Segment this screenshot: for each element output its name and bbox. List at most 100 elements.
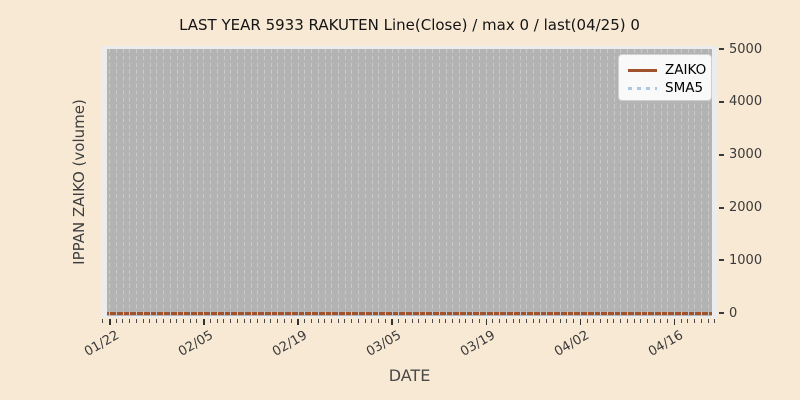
legend-label-zaiko: ZAIKO xyxy=(665,62,707,78)
gridline xyxy=(459,49,460,316)
x-tick-major xyxy=(109,319,111,325)
x-tick-minor xyxy=(236,319,238,323)
x-tick-minor xyxy=(438,319,440,323)
y-tick-label: 2000 xyxy=(729,200,763,216)
gridline xyxy=(472,49,474,316)
gridline xyxy=(311,49,313,316)
x-tick-major xyxy=(579,319,582,325)
x-tick-minor xyxy=(559,319,561,323)
x-tick-minor xyxy=(505,319,507,323)
gridline xyxy=(492,49,494,316)
x-tick-minor xyxy=(398,319,400,323)
x-tick-minor xyxy=(492,319,494,323)
gridline xyxy=(190,49,191,316)
x-tick-minor xyxy=(714,319,716,323)
gridline xyxy=(230,49,232,316)
gridline xyxy=(680,49,682,316)
gridline xyxy=(627,49,629,316)
x-tick-minor xyxy=(317,319,319,323)
gridline xyxy=(243,49,245,316)
gridline xyxy=(405,49,407,316)
x-tick-minor xyxy=(707,319,709,323)
x-tick-minor xyxy=(626,319,628,323)
x-tick-minor xyxy=(653,319,655,323)
gridline xyxy=(452,49,454,316)
gridline xyxy=(559,49,561,316)
gridline xyxy=(667,49,669,316)
x-tick-minor xyxy=(183,319,184,323)
plot-data-region xyxy=(107,49,712,316)
gridline xyxy=(546,49,548,316)
x-tick-major xyxy=(391,319,393,325)
gridline xyxy=(284,49,286,316)
zaiko-series-line xyxy=(107,312,712,315)
x-tick-minor xyxy=(525,319,527,323)
gridline xyxy=(351,49,353,316)
gridline xyxy=(203,49,205,316)
x-tick-minor xyxy=(593,319,595,323)
gridline xyxy=(438,49,440,316)
sma5-line-swatch-icon xyxy=(628,86,657,90)
x-tick-minor xyxy=(344,319,346,323)
gridline xyxy=(216,49,218,316)
gridline xyxy=(378,49,380,316)
gridline xyxy=(109,49,111,316)
x-tick-minor xyxy=(223,319,225,323)
gridline xyxy=(371,49,373,316)
gridline xyxy=(633,49,635,316)
x-tick-minor xyxy=(613,319,615,323)
gridline xyxy=(156,49,158,316)
gridline xyxy=(129,49,131,316)
x-tick-label: 04/16 xyxy=(646,328,687,360)
x-tick-minor xyxy=(142,319,144,323)
gridline xyxy=(580,49,582,316)
x-tick-minor xyxy=(452,319,453,323)
x-tick-minor xyxy=(310,319,312,323)
y-axis-label-text: IPPAN ZAIKO (volume) xyxy=(70,99,88,265)
gridline xyxy=(142,49,144,316)
x-tick-minor xyxy=(425,319,427,323)
y-tick-label: 0 xyxy=(729,305,738,321)
gridline xyxy=(432,49,434,316)
x-tick-minor xyxy=(384,319,386,323)
gridline xyxy=(290,49,292,316)
y-tick-label: 1000 xyxy=(729,252,763,268)
x-tick-minor xyxy=(499,319,501,323)
gridline xyxy=(237,49,239,316)
x-tick-minor xyxy=(324,319,326,323)
gridline xyxy=(707,49,709,316)
x-tick-minor xyxy=(633,319,635,323)
legend-label-sma5: SMA5 xyxy=(665,80,704,96)
x-tick-minor xyxy=(404,319,406,323)
gridline xyxy=(297,49,299,316)
gridline xyxy=(674,49,676,316)
gridline xyxy=(613,49,615,316)
gridline xyxy=(694,49,696,316)
x-tick-minor xyxy=(640,319,642,323)
x-tick-minor xyxy=(357,319,359,323)
x-tick-minor xyxy=(270,319,272,323)
gridline xyxy=(479,49,481,316)
x-tick-minor xyxy=(667,319,669,323)
gridline xyxy=(223,49,225,316)
x-tick-major xyxy=(203,319,205,325)
gridline xyxy=(660,49,662,316)
gridline xyxy=(620,49,622,316)
x-tick-minor xyxy=(283,319,285,323)
x-tick-minor xyxy=(647,319,649,323)
x-tick-minor xyxy=(606,319,608,323)
x-tick-minor xyxy=(243,319,245,323)
legend: ZAIKO SMA5 xyxy=(618,54,712,101)
gridline xyxy=(593,49,595,316)
x-tick-minor xyxy=(277,319,279,323)
x-tick-minor xyxy=(680,319,682,323)
x-tick-minor xyxy=(566,319,568,323)
x-tick-minor xyxy=(230,319,232,323)
chart-title: LAST YEAR 5933 RAKUTEN Line(Close) / max… xyxy=(179,16,640,34)
gridline xyxy=(640,49,642,316)
x-tick-minor xyxy=(519,319,521,323)
gridline xyxy=(263,49,265,316)
x-tick-minor xyxy=(209,319,211,323)
x-tick-minor xyxy=(256,319,258,323)
x-tick-minor xyxy=(216,319,218,323)
